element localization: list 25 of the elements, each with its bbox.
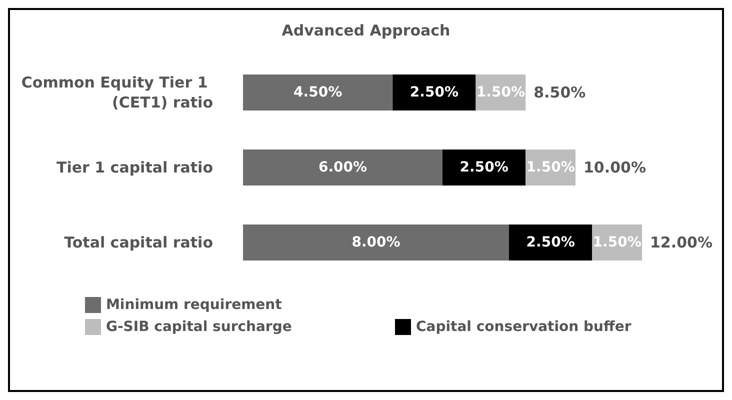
legend-label: Minimum requirement <box>106 297 282 313</box>
data-label: 1.50% <box>476 84 525 100</box>
bar <box>509 224 592 260</box>
chart-title: Advanced Approach <box>282 22 450 40</box>
total-label: 10.00% <box>584 158 646 176</box>
data-label: 6.00% <box>318 160 368 176</box>
data-label: 4.50% <box>294 84 342 100</box>
total-label: 8.50% <box>534 84 586 102</box>
y-tick-label: Tier 1 capital ratio <box>56 158 213 176</box>
legend-label: Capital conservation buffer <box>416 319 632 335</box>
data-label: 2.50% <box>526 234 575 250</box>
legend-label: G-SIB capital surcharge <box>106 319 292 335</box>
total-label: 12.00% <box>650 234 712 252</box>
y-tick-label: Common Equity Tier 1 (CET1) ratio <box>21 74 213 112</box>
data-label: 1.50% <box>592 234 642 250</box>
data-label: 1.50% <box>526 160 575 176</box>
bar <box>243 150 442 186</box>
bar <box>442 150 526 186</box>
y-tick-label: Total capital ratio <box>64 234 213 252</box>
bar <box>392 74 476 110</box>
bar <box>243 224 509 260</box>
data-label: 2.50% <box>410 84 458 100</box>
data-label: 2.50% <box>460 160 508 176</box>
data-label: 8.00% <box>352 234 400 250</box>
bar <box>243 74 393 110</box>
